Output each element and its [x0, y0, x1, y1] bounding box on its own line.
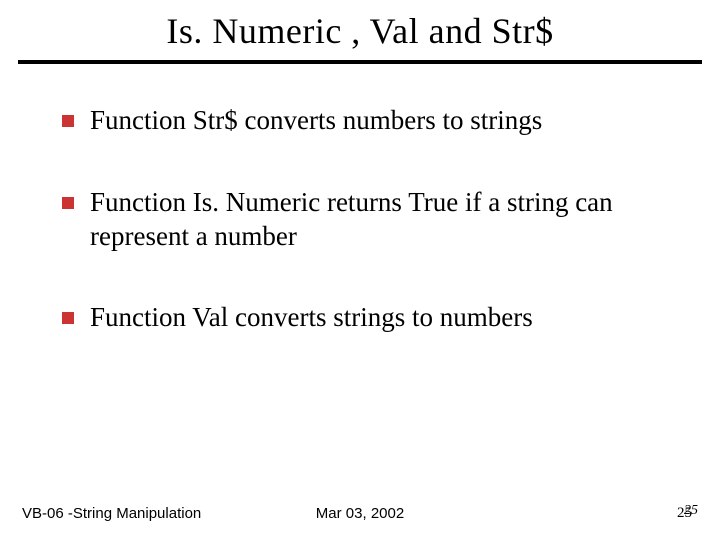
bullet-marker-icon: [62, 115, 74, 127]
bullet-item: Function Val converts strings to numbers: [90, 301, 660, 335]
bullet-marker-icon: [62, 197, 74, 209]
bullet-marker-icon: [62, 312, 74, 324]
footer-page-number: 25 25: [677, 505, 692, 522]
bullet-item: Function Is. Numeric returns True if a s…: [90, 186, 660, 254]
bullet-text: Function Str$ converts numbers to string…: [90, 105, 542, 135]
bullet-item: Function Str$ converts numbers to string…: [90, 104, 660, 138]
slide-body: Function Str$ converts numbers to string…: [0, 64, 720, 335]
slide-title: Is. Numeric , Val and Str$: [0, 0, 720, 60]
bullet-text: Function Val converts strings to numbers: [90, 302, 533, 332]
slide: Is. Numeric , Val and Str$ Function Str$…: [0, 0, 720, 540]
page-number-overlay: 25: [684, 503, 698, 519]
footer-center-text: Mar 03, 2002: [0, 505, 720, 522]
bullet-text: Function Is. Numeric returns True if a s…: [90, 187, 613, 251]
